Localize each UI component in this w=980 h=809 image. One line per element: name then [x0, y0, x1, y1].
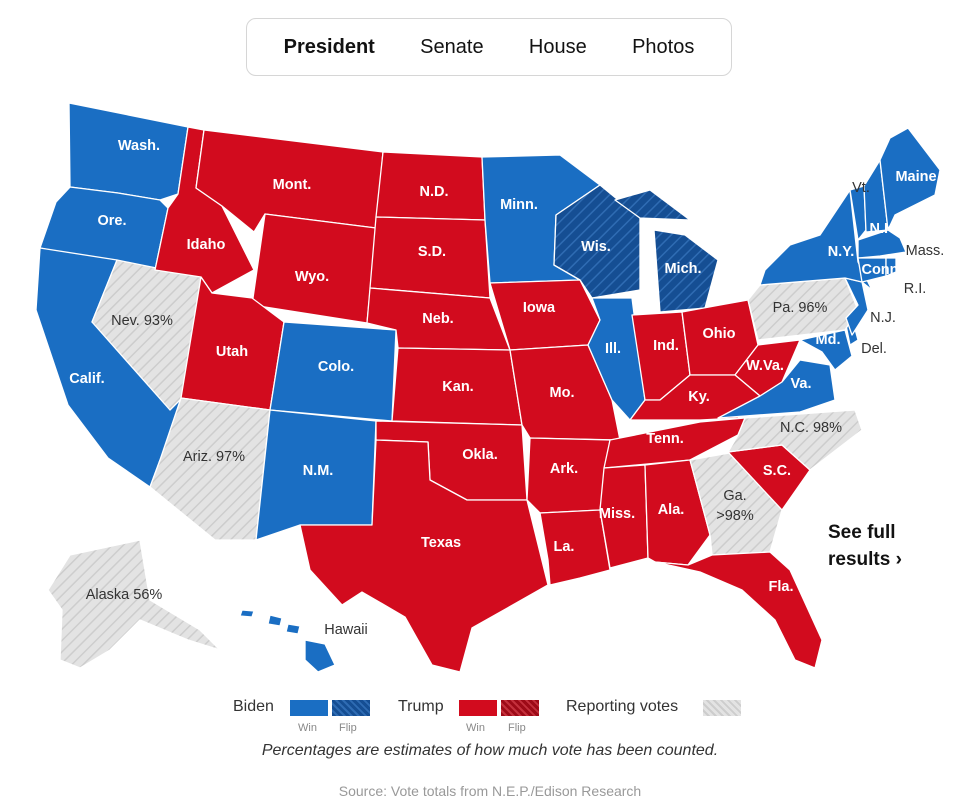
state-fl[interactable]	[654, 551, 823, 669]
state-label-mi: Mich.	[664, 261, 701, 277]
legend-win-label: Win	[466, 722, 485, 734]
state-label-de: Del.	[861, 341, 887, 357]
state-label-nm: N.M.	[303, 463, 334, 479]
state-label-in: Ind.	[653, 338, 679, 354]
state-label-ky: Ky.	[688, 389, 710, 405]
state-label-vt: Vt.	[852, 180, 870, 196]
source-credit: Source: Vote totals from N.E.P./Edison R…	[338, 783, 642, 799]
state-label-sd: S.D.	[418, 244, 446, 260]
legend-flip-label: Flip	[508, 722, 526, 734]
state-labels: Wash. Ore. Calif. Nev. 93% Idaho Mont. Wyo. Uta…	[69, 138, 944, 638]
state-label-ut: Utah	[216, 344, 248, 360]
state-label-ar: Ark.	[550, 461, 578, 477]
state-va[interactable]	[717, 359, 836, 419]
tab-president[interactable]: President	[283, 35, 375, 58]
state-tx[interactable]	[299, 439, 549, 673]
legend-reporting-swatch	[703, 700, 741, 716]
state-label-ne: Neb.	[422, 311, 453, 327]
state-ri[interactable]	[885, 257, 897, 277]
state-label-ga: Ga.	[723, 488, 746, 504]
state-label-nh: N.H	[870, 221, 895, 237]
legend-trump-win-swatch	[459, 700, 497, 716]
state-label-pa: Pa. 96%	[773, 300, 828, 316]
state-label-wa: Wash.	[118, 138, 160, 154]
state-sublabel-ga: >98%	[716, 508, 754, 524]
state-ms[interactable]	[599, 464, 649, 569]
state-label-wv: W.Va.	[746, 358, 784, 374]
results-tab-bar: President Senate House Photos	[246, 18, 732, 76]
state-label-hi: Hawaii	[324, 622, 368, 638]
state-ky[interactable]	[629, 374, 761, 421]
estimate-note: Percentages are estimates of how much vo…	[261, 742, 719, 759]
us-election-map: Wash. Ore. Calif. Nev. 93% Idaho Mont. Wyo. Uta…	[35, 102, 944, 673]
state-label-ct: Conn	[861, 262, 898, 278]
state-label-wy: Wyo.	[295, 269, 329, 285]
state-mi-up[interactable]	[614, 189, 691, 221]
state-label-nd: N.D.	[420, 184, 449, 200]
tab-photos[interactable]: Photos	[632, 35, 695, 58]
state-label-nj: N.J.	[870, 310, 896, 326]
state-label-ok: Okla.	[462, 447, 497, 463]
state-ak[interactable]	[47, 539, 221, 669]
state-label-il: Ill.	[605, 341, 621, 357]
state-mi[interactable]	[653, 229, 719, 313]
legend-win-label: Win	[298, 722, 317, 734]
state-label-la: La.	[554, 539, 575, 555]
state-label-ia: Iowa	[523, 300, 556, 316]
state-label-nc: N.C. 98%	[780, 420, 842, 436]
state-label-ny: N.Y.	[828, 244, 855, 260]
state-label-ri: R.I.	[904, 281, 927, 297]
state-label-ak: Alaska 56%	[86, 587, 163, 603]
state-label-md: Md.	[816, 332, 841, 348]
state-nc[interactable]	[727, 409, 863, 471]
state-label-mo: Mo.	[550, 385, 575, 401]
legend-biden-win-swatch	[290, 700, 328, 716]
tab-senate[interactable]: Senate	[420, 35, 484, 58]
legend-biden-label: Biden	[233, 698, 274, 715]
state-label-ma: Mass.	[906, 243, 945, 259]
state-label-id: Idaho	[187, 237, 226, 253]
state-label-mn: Minn.	[500, 197, 538, 213]
state-label-sc: S.C.	[763, 463, 791, 479]
state-label-az: Ariz. 97%	[183, 449, 245, 465]
legend-trump-flip-swatch	[501, 700, 539, 716]
state-me[interactable]	[879, 127, 941, 231]
state-label-ms: Miss.	[599, 506, 635, 522]
state-label-wi: Wis.	[581, 239, 611, 255]
see-full-results-link[interactable]: See full results ›	[828, 522, 902, 570]
state-label-va: Va.	[791, 376, 812, 392]
state-label-nv: Nev. 93%	[111, 313, 173, 329]
tab-house[interactable]: House	[528, 35, 587, 58]
state-md[interactable]	[799, 329, 853, 371]
legend-flip-label: Flip	[339, 722, 357, 734]
state-wi[interactable]	[553, 184, 641, 299]
legend-biden-flip-swatch	[332, 700, 370, 716]
map-legend: Biden Win Flip Trump Win Flip Reporting …	[0, 698, 980, 738]
state-label-al: Ala.	[658, 502, 685, 518]
state-label-co: Colo.	[318, 359, 354, 375]
legend-trump-label: Trump	[398, 698, 444, 715]
legend-reporting-label: Reporting votes	[566, 698, 679, 715]
state-label-tx: Texas	[421, 535, 461, 551]
state-label-fl: Fla.	[769, 579, 794, 595]
state-label-tn: Tenn.	[646, 431, 684, 447]
state-label-me: Maine	[895, 169, 936, 185]
state-label-ks: Kan.	[442, 379, 473, 395]
state-label-ca: Calif.	[69, 371, 104, 387]
state-hi[interactable]	[239, 609, 336, 673]
state-label-mt: Mont.	[273, 177, 312, 193]
state-label-or: Ore.	[97, 213, 126, 229]
state-label-oh: Ohio	[702, 326, 735, 342]
